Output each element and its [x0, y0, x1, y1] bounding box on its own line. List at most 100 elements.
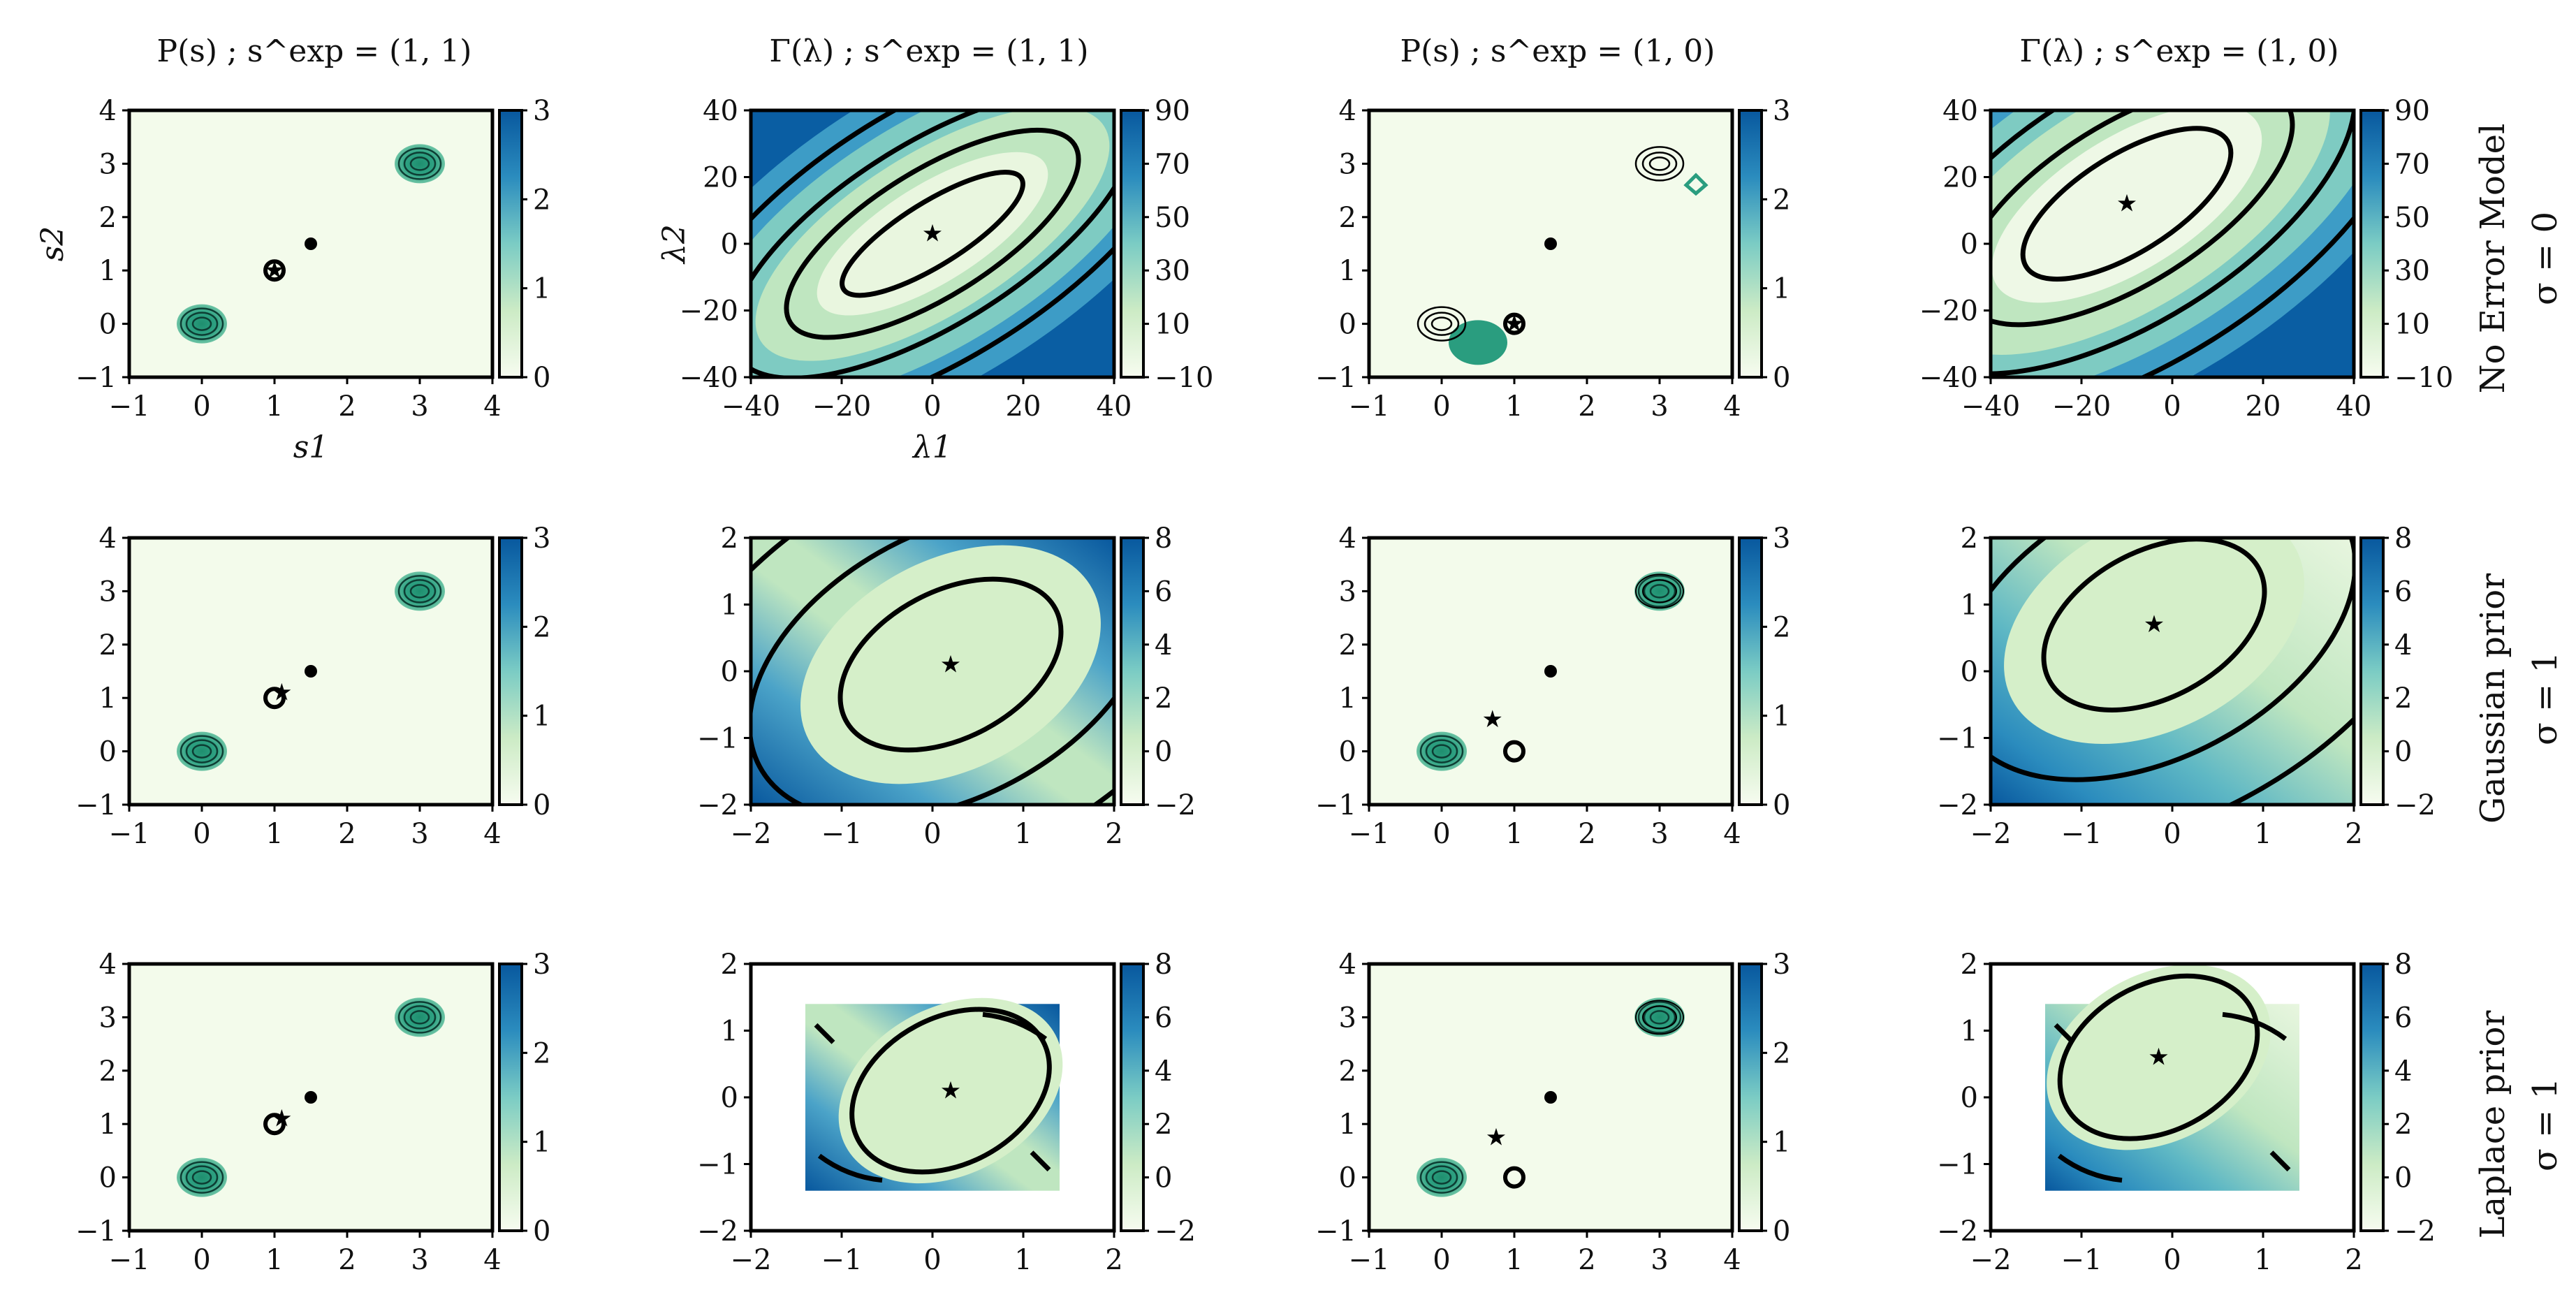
- peak-contour-0: [1419, 735, 1464, 768]
- colorbar-tick-label: −2: [2394, 1215, 2436, 1248]
- xtick-label: −1: [821, 1244, 863, 1276]
- peak-blob: [395, 144, 445, 184]
- xtick-label: 4: [1723, 1244, 1741, 1276]
- plot-area: ★: [129, 964, 492, 1231]
- field-core: [838, 997, 1063, 1184]
- colorbar: [1738, 536, 1763, 806]
- ytick-label: 1: [1961, 1016, 1978, 1048]
- xtick-label: 2: [1105, 818, 1122, 850]
- ytick-label: 1: [1339, 255, 1356, 287]
- peak-contour-2: [409, 584, 430, 599]
- contour-0: [849, 1007, 1052, 1175]
- xtick-label: −1: [1349, 818, 1390, 850]
- ytick-label: 1: [721, 1016, 738, 1048]
- colorbar: [498, 536, 523, 806]
- panel-row2-col2: ★ −2 −1 0 1 2 −2 −1 0 1 2 −2 0 2 4 6 8: [697, 522, 1196, 850]
- ytick-label: 1: [1339, 1109, 1356, 1141]
- colorbar-tick-label: 1: [1773, 701, 1790, 733]
- ytick-label: −1: [75, 1215, 117, 1248]
- peak-contour-2: [191, 1170, 212, 1185]
- plot-area: ★: [129, 538, 492, 805]
- xtick-label: 0: [1433, 818, 1450, 850]
- optimum-star: ★: [1482, 705, 1503, 733]
- mean-point: [305, 665, 317, 678]
- contour-2: [1991, 110, 2295, 328]
- xtick-label: 2: [338, 1244, 356, 1276]
- xtick-label: 3: [411, 1244, 428, 1276]
- xtick-label: 0: [923, 1244, 941, 1276]
- ytick-label: 2: [721, 949, 738, 981]
- y-axis-label: λ2: [657, 224, 692, 265]
- colorbar: [1120, 109, 1145, 379]
- plot-area: ★: [751, 538, 1114, 805]
- ytick-label: 2: [1339, 629, 1356, 661]
- experimental-circle: [1503, 740, 1525, 763]
- ytick-label: 1: [99, 682, 117, 715]
- colorbar-tick-label: −10: [2394, 362, 2453, 394]
- field-core: [2004, 538, 2304, 745]
- ytick-label: 1: [1339, 682, 1356, 715]
- ytick-label: 0: [1339, 736, 1356, 768]
- xtick-label: 3: [1651, 390, 1668, 423]
- colorbar-tick-label: 0: [2394, 736, 2412, 768]
- colorbar-tick-label: 8: [2394, 522, 2412, 555]
- ytick-label: 4: [1339, 522, 1356, 555]
- peak-contour-0: [180, 735, 224, 768]
- ref-contour-1-2: [1648, 156, 1671, 171]
- peak-contour-2: [409, 1010, 430, 1025]
- ref-contour-0: [1635, 573, 1684, 609]
- peak-contour-2: [409, 156, 430, 171]
- contour-3: [2020, 126, 2234, 282]
- peak-contour-2: [1431, 1170, 1452, 1185]
- peak-contour-2: [191, 744, 212, 759]
- colorbar-tick-label: 2: [533, 611, 550, 643]
- plot-area: ★: [1991, 964, 2354, 1231]
- colorbar-tick-label: 1: [1773, 1127, 1790, 1159]
- xtick-label: 2: [1578, 390, 1595, 423]
- ytick-label: 0: [99, 1162, 117, 1194]
- contour-0: [2057, 973, 2260, 1141]
- contour-0: [751, 110, 1114, 377]
- colorbar-tick-label: 10: [1155, 309, 1190, 341]
- plot-area: ★: [1991, 110, 2354, 377]
- ytick-label: 2: [1961, 522, 1978, 555]
- contour-corner-3: [2269, 1150, 2291, 1172]
- colorbar-tick-label: 3: [1773, 95, 1790, 127]
- ref-contour-0: [1635, 1000, 1684, 1035]
- ytick-label: −40: [680, 362, 738, 394]
- row-label-2: Gaussian prior σ = 1: [2473, 573, 2565, 824]
- ytick-label: 0: [1961, 228, 1978, 261]
- panel-row3-col2: ★ −2 −1 0 1 2 −2 −1 0 1 2 −2 0 2 4 6 8: [697, 949, 1196, 1276]
- xtick-label: 1: [265, 818, 283, 850]
- colorbar-tick-label: 4: [1155, 629, 1172, 661]
- ytick-label: 1: [99, 1109, 117, 1141]
- ytick-label: −20: [1919, 295, 1978, 328]
- colorbar-tick-label: 0: [1155, 736, 1172, 768]
- xtick-label: −40: [1961, 390, 2020, 423]
- optimum-star: ★: [2144, 610, 2165, 638]
- row-label-1: No Error Model σ = 0: [2473, 124, 2565, 394]
- ytick-label: −1: [1937, 723, 1978, 755]
- peak-contour-1: [1425, 739, 1458, 763]
- xtick-label: 0: [2163, 1244, 2181, 1276]
- xtick-label: 1: [265, 390, 283, 423]
- optimum-star: ★: [271, 1105, 292, 1133]
- xtick-label: 1: [1014, 818, 1032, 850]
- contour-corner-4: [814, 1023, 835, 1044]
- xtick-label: 2: [2345, 818, 2362, 850]
- ref-contour-1-1: [1641, 152, 1678, 176]
- axes-frame: [127, 962, 495, 1233]
- field-core: [2047, 965, 2271, 1150]
- field-core: [800, 545, 1101, 784]
- experimental-circle: [1503, 312, 1525, 335]
- xtick-label: 0: [2163, 390, 2181, 423]
- xtick-label: −1: [821, 818, 863, 850]
- peak-blob: [395, 997, 445, 1037]
- peak-contour-0: [1419, 1161, 1464, 1194]
- contour-corner-3: [1030, 1150, 1051, 1172]
- xtick-label: 4: [483, 818, 501, 850]
- xtick-label: 0: [193, 1244, 210, 1276]
- xtick-label: −2: [731, 818, 772, 850]
